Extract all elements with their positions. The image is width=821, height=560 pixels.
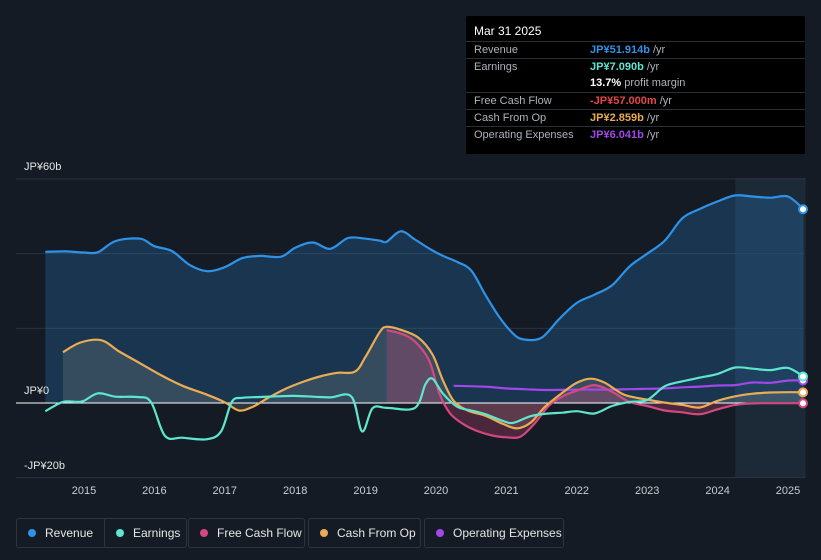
tooltip-value: 13.7% profit margin [590, 77, 685, 89]
tooltip-value-text: JP¥2.859b [590, 112, 644, 124]
x-tick-label: 2021 [494, 485, 519, 497]
tooltip-value-text: JP¥51.914b [590, 44, 650, 56]
legend-label: Revenue [45, 526, 94, 540]
forecast-band [735, 178, 806, 478]
tooltip-value: JP¥2.859b /yr [590, 112, 659, 124]
tooltip-label: Revenue [474, 44, 519, 56]
tooltip: Mar 31 2025 Revenue JP¥51.914b /yr Earni… [466, 16, 805, 154]
x-tick-label: 2015 [71, 485, 97, 497]
x-tick-label: 2023 [634, 485, 660, 497]
legend-label: Cash From Op [337, 526, 416, 540]
legend-dot-icon [320, 529, 328, 537]
tooltip-row-margin: 13.7% profit margin [466, 75, 805, 92]
x-tick-label: 2024 [705, 485, 730, 497]
legend-item-free-cash-flow[interactable]: Free Cash Flow [188, 518, 305, 548]
x-tick-label: 2019 [353, 485, 378, 497]
cash-from-op-line [62, 325, 804, 430]
tooltip-unit: /yr [643, 112, 660, 124]
tooltip-label: Operating Expenses [474, 129, 574, 141]
tooltip-value: -JP¥57.000m /yr [590, 95, 672, 107]
tooltip-value-text: JP¥6.041b [590, 129, 644, 141]
tooltip-unit: /yr [649, 44, 666, 56]
cash-from-op-end-marker [798, 387, 808, 398]
legend-item-cash-from-op[interactable]: Cash From Op [308, 518, 421, 548]
tooltip-value: JP¥6.041b /yr [590, 129, 659, 141]
x-tick-label: 2025 [775, 485, 801, 497]
x-tick-label: 2020 [423, 485, 449, 497]
revenue-end-marker [798, 204, 808, 215]
tooltip-row-revenue: Revenue JP¥51.914b /yr [466, 41, 805, 59]
tooltip-unit: profit margin [621, 77, 686, 89]
x-tick-label: 2018 [282, 485, 308, 497]
tooltip-unit: /yr [656, 95, 672, 107]
legend-item-operating-expenses[interactable]: Operating Expenses [424, 518, 564, 548]
tooltip-row-earnings: Earnings JP¥7.090b /yr [466, 58, 805, 76]
y-label-bottom: -JP¥20b [24, 460, 65, 472]
revenue-line [45, 194, 805, 342]
revenue-area [45, 195, 804, 403]
y-label-top: JP¥60b [24, 161, 62, 173]
legend-label: Earnings [133, 526, 181, 540]
tooltip-value-text: 13.7% [590, 77, 622, 89]
tooltip-value: JP¥51.914b /yr [590, 44, 665, 56]
tooltip-unit: /yr [643, 129, 660, 141]
x-tick-label: 2022 [564, 485, 590, 497]
legend-item-earnings[interactable]: Earnings [104, 518, 187, 548]
legend-dot-icon [28, 529, 36, 537]
tooltip-label: Earnings [474, 61, 518, 73]
tooltip-label: Free Cash Flow [474, 95, 552, 107]
tooltip-row-cfo: Cash From Op JP¥2.859b /yr [466, 109, 805, 127]
legend-label: Operating Expenses [453, 526, 562, 540]
free-cash-flow-end-marker [798, 398, 808, 409]
tooltip-row-fcf: Free Cash Flow -JP¥57.000m /yr [466, 92, 805, 110]
y-label-zero: JP¥0 [24, 385, 50, 397]
earnings-line [44, 366, 805, 441]
tooltip-value-text: JP¥7.090b [590, 61, 644, 73]
earnings-end-marker [798, 371, 808, 382]
legend-dot-icon [200, 529, 208, 537]
x-tick-label: 2016 [142, 485, 167, 497]
legend-label: Free Cash Flow [217, 526, 302, 540]
operating-expenses-line [453, 379, 804, 392]
x-tick-label: 2017 [212, 485, 238, 497]
tooltip-value-text: -JP¥57.000m [590, 95, 657, 107]
free-cash-flow-line [386, 329, 804, 439]
free-cash-flow-area [386, 330, 804, 438]
tooltip-unit: /yr [643, 61, 660, 73]
legend-dot-icon [436, 529, 444, 537]
legend-dot-icon [116, 529, 124, 537]
tooltip-value: JP¥7.090b /yr [590, 61, 659, 73]
tooltip-label: Cash From Op [474, 112, 547, 124]
tooltip-row-opex: Operating Expenses JP¥6.041b /yr [466, 126, 805, 144]
tooltip-date: Mar 31 2025 [474, 24, 542, 38]
